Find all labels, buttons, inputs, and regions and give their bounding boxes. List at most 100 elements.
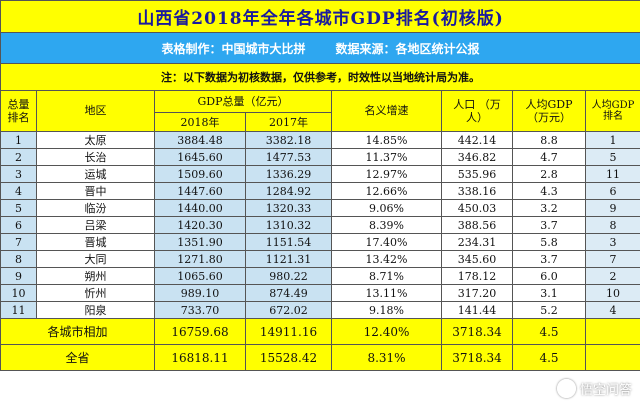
table-note: 注：以下数据为初核数据，仅供参考，时效性以当地统计局为准。 [0, 63, 640, 91]
header-year-2017: 2017年 [245, 112, 332, 132]
cell-rank: 11 [0, 301, 37, 319]
cell-per-capita-rank: 1 [584, 131, 640, 149]
summary-label: 各城市相加 [0, 318, 155, 345]
header-region: 地区 [36, 90, 155, 132]
cell-rank: 10 [0, 284, 37, 302]
cell-gdp-2017: 874.49 [245, 284, 332, 302]
cell-gdp-2017: 1320.33 [245, 199, 332, 217]
cell-gdp-2018: 1447.60 [154, 182, 246, 200]
watermark: 悟空问答 [556, 379, 632, 398]
cell-per-capita-rank: 3 [584, 233, 640, 251]
cell-region: 运城 [36, 165, 155, 183]
cell-gdp-per-capita: 2.8 [512, 165, 586, 183]
cell-gdp-2018: 989.10 [154, 284, 246, 302]
table-subtitle: 表格制作：中国城市大比拼 数据来源：各地区统计公报 [0, 32, 640, 64]
cell-population: 234.31 [441, 233, 513, 251]
cell-per-capita-rank: 11 [584, 165, 640, 183]
cell-gdp-2018: 1420.30 [154, 216, 246, 234]
header-population: 人口 （万人） [441, 90, 513, 132]
total-population: 3718.34 [441, 344, 513, 371]
wukong-logo-icon [556, 379, 576, 398]
cell-growth: 12.97% [331, 165, 442, 183]
cell-gdp-2018: 3884.48 [154, 131, 246, 149]
cell-gdp-2017: 1336.29 [245, 165, 332, 183]
cell-gdp-per-capita: 6.0 [512, 267, 586, 285]
cell-region: 太原 [36, 131, 155, 149]
cell-growth: 11.37% [331, 148, 442, 166]
summary-gdp-2017: 14911.16 [245, 318, 332, 345]
total-gdp-per-capita: 4.5 [512, 344, 586, 371]
summary-gdp-2018: 16759.68 [154, 318, 246, 345]
cell-growth: 14.85% [331, 131, 442, 149]
header-gdp-per-capita: 人均GDP（万元） [512, 90, 586, 132]
total-growth: 8.31% [331, 344, 442, 371]
cell-rank: 5 [0, 199, 37, 217]
total-label: 全省 [0, 344, 155, 371]
cell-population: 141.44 [441, 301, 513, 319]
header-year-2018: 2018年 [154, 112, 246, 132]
table-row: 9 朔州 1065.60 980.22 8.71% 178.12 6.0 2 [0, 267, 640, 285]
cell-region: 忻州 [36, 284, 155, 302]
cell-region: 晋中 [36, 182, 155, 200]
cell-gdp-per-capita: 5.8 [512, 233, 586, 251]
cell-growth: 9.18% [331, 301, 442, 319]
cell-population: 317.20 [441, 284, 513, 302]
table-row: 1 太原 3884.48 3382.18 14.85% 442.14 8.8 1 [0, 131, 640, 149]
cell-growth: 17.40% [331, 233, 442, 251]
cell-gdp-per-capita: 3.2 [512, 199, 586, 217]
total-gdp-2018: 16818.11 [154, 344, 246, 371]
cell-gdp-2018: 1065.60 [154, 267, 246, 285]
table-row: 8 大同 1271.80 1121.31 13.42% 345.60 3.7 7 [0, 250, 640, 268]
cell-gdp-per-capita: 4.3 [512, 182, 586, 200]
cell-gdp-2018: 1440.00 [154, 199, 246, 217]
table-row: 10 忻州 989.10 874.49 13.11% 317.20 3.1 10 [0, 284, 640, 302]
cell-gdp-per-capita: 8.8 [512, 131, 586, 149]
cell-gdp-2017: 1310.32 [245, 216, 332, 234]
cell-per-capita-rank: 9 [584, 199, 640, 217]
cell-gdp-2017: 3382.18 [245, 131, 332, 149]
cell-growth: 13.11% [331, 284, 442, 302]
cell-per-capita-rank: 6 [584, 182, 640, 200]
cell-region: 吕梁 [36, 216, 155, 234]
cell-gdp-2018: 1271.80 [154, 250, 246, 268]
cell-rank: 3 [0, 165, 37, 183]
cell-gdp-2018: 733.70 [154, 301, 246, 319]
cell-gdp-per-capita: 4.7 [512, 148, 586, 166]
cell-rank: 1 [0, 131, 37, 149]
cell-gdp-2017: 1151.54 [245, 233, 332, 251]
cell-gdp-per-capita: 3.7 [512, 216, 586, 234]
cell-region: 大同 [36, 250, 155, 268]
table-row: 6 吕梁 1420.30 1310.32 8.39% 388.56 3.7 8 [0, 216, 640, 234]
table-row: 3 运城 1509.60 1336.29 12.97% 535.96 2.8 11 [0, 165, 640, 183]
summary-per-capita-rank [584, 318, 640, 345]
cell-region: 长治 [36, 148, 155, 166]
cell-gdp-2017: 672.02 [245, 301, 332, 319]
cell-rank: 4 [0, 182, 37, 200]
cell-growth: 9.06% [331, 199, 442, 217]
cell-gdp-per-capita: 3.1 [512, 284, 586, 302]
table-row: 5 临汾 1440.00 1320.33 9.06% 450.03 3.2 9 [0, 199, 640, 217]
header-growth: 名义增速 [331, 90, 442, 132]
cell-rank: 6 [0, 216, 37, 234]
cell-rank: 9 [0, 267, 37, 285]
cell-population: 338.16 [441, 182, 513, 200]
table-row: 7 晋城 1351.90 1151.54 17.40% 234.31 5.8 3 [0, 233, 640, 251]
cell-per-capita-rank: 4 [584, 301, 640, 319]
total-gdp-2017: 15528.42 [245, 344, 332, 371]
cell-population: 450.03 [441, 199, 513, 217]
total-per-capita-rank [584, 344, 640, 371]
data-source: 数据来源：各地区统计公报 [335, 41, 480, 56]
cell-gdp-per-capita: 5.2 [512, 301, 586, 319]
cell-region: 朔州 [36, 267, 155, 285]
cell-rank: 8 [0, 250, 37, 268]
cell-gdp-2017: 1121.31 [245, 250, 332, 268]
cell-growth: 8.39% [331, 216, 442, 234]
cell-per-capita-rank: 5 [584, 148, 640, 166]
cell-rank: 7 [0, 233, 37, 251]
cell-per-capita-rank: 8 [584, 216, 640, 234]
watermark-text: 悟空问答 [579, 382, 632, 397]
cell-region: 阳泉 [36, 301, 155, 319]
cell-population: 535.96 [441, 165, 513, 183]
maker-credit: 表格制作：中国城市大比拼 [161, 41, 306, 56]
